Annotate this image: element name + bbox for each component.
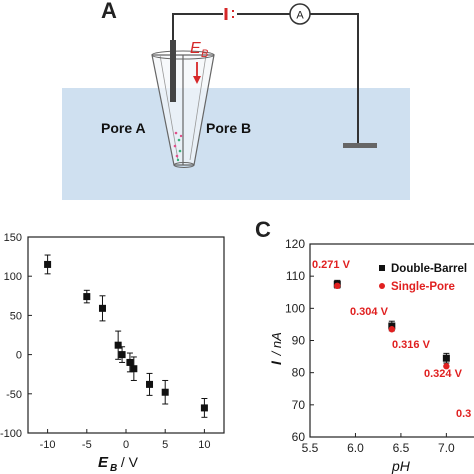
panel-c-ytick-label: 110 <box>286 269 305 283</box>
panel-c-xtick-label: 5.5 <box>302 441 319 455</box>
panel-c-ytick-label: 90 <box>292 334 306 348</box>
panel-b-xtick-label: 5 <box>162 439 168 451</box>
panel-b-data-point <box>114 341 122 349</box>
panel-b-ytick-label: 100 <box>4 271 22 283</box>
panel-c-letter: C <box>255 217 271 242</box>
annotation-0324: 0.324 V <box>424 368 463 380</box>
particles <box>173 131 183 162</box>
panel-c-ytick-label: 100 <box>285 301 305 315</box>
ammeter-icon <box>289 3 311 25</box>
panel-c-ytick-label: 80 <box>292 366 306 380</box>
panel-c-xtick-label: 7.0 <box>438 441 455 455</box>
panel-b-xtick-label: 0 <box>123 439 129 451</box>
panel-b-data-point <box>161 388 169 396</box>
panel-b-xlabel-main: E <box>98 454 109 471</box>
annotation-0316: 0.316 V <box>392 339 431 351</box>
annotation-0304: 0.304 V <box>350 306 389 318</box>
panel-c-ylabel-unit: / nA <box>269 332 284 359</box>
eb-symbol: E <box>190 40 201 57</box>
eb-subscript: B <box>201 48 208 60</box>
pore-a-electrode <box>170 40 176 102</box>
panel-c-double-barrel-point <box>442 354 450 362</box>
panel-b-ytick-label: -50 <box>6 389 22 401</box>
panel-b-xtick-label: 10 <box>198 439 210 451</box>
panel-b-xlabel-unit: / V <box>117 454 139 470</box>
panel-c-ytick-label: 60 <box>292 430 306 444</box>
panel-c-single-pore-point <box>443 363 450 370</box>
circuit-wire-right <box>310 13 359 143</box>
panel-b-data-point <box>200 404 208 412</box>
panel-c-ylabel-main: I <box>268 360 284 365</box>
legend-double-barrel-marker <box>379 265 385 271</box>
panel-c-xlabel: pH <box>391 458 411 474</box>
pore-b-label: Pore B <box>206 120 252 136</box>
ground-electrode <box>343 143 377 148</box>
panel-c-single-pore-point <box>388 326 396 333</box>
legend-double-barrel: Double-Barrel <box>391 263 467 275</box>
ammeter-label: A <box>296 10 304 22</box>
panel-b-data-point <box>126 358 134 366</box>
battery-icon <box>223 8 237 20</box>
panel-b-data-point <box>118 351 126 359</box>
annotation-03-cut: 0.3 <box>456 408 471 420</box>
panel-c-ytick-label: 70 <box>292 398 306 412</box>
panel-b-data-point <box>98 304 106 312</box>
legend-single-pore-marker <box>379 283 385 289</box>
panel-c-double-barrel-point <box>388 322 396 330</box>
panel-b-xtick-label: -10 <box>40 439 56 451</box>
panel-b-data-point <box>146 380 154 388</box>
panel-b-data-point <box>44 260 52 268</box>
panel-b-data-point <box>83 293 91 301</box>
panel-b-data-point <box>130 365 138 373</box>
annotation-0271: 0.271 V <box>312 259 351 271</box>
panel-b-ytick-label: 150 <box>4 232 22 244</box>
panel-b-ytick-label: -100 <box>0 428 22 440</box>
panel-b-xlabel-sub: B <box>110 463 117 474</box>
panel-c-xtick-label: 6.0 <box>347 441 364 455</box>
legend-single-pore: Single-Pore <box>391 281 455 293</box>
panel-c-ytick-label: 120 <box>285 237 305 251</box>
panel-b-ytick-label: 50 <box>10 310 22 322</box>
panel-b-xtick-label: -5 <box>82 439 92 451</box>
panel-a-schematic: A E B <box>62 3 410 200</box>
eb-arrowhead <box>193 76 201 84</box>
panel-b-ytick-label: 0 <box>16 350 22 362</box>
panel-a-letter: A <box>101 0 117 23</box>
double-barrel-pipette <box>151 50 215 168</box>
panel-c-single-pore-point <box>334 282 341 290</box>
panel-c-xtick-label: 6.5 <box>393 441 410 455</box>
pore-a-label: Pore A <box>101 120 146 136</box>
panel-b-plot-frame <box>27 236 225 434</box>
